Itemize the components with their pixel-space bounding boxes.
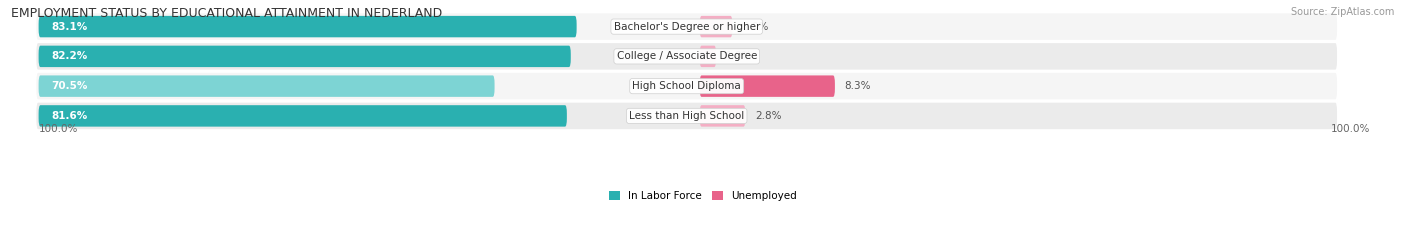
Text: 70.5%: 70.5% bbox=[52, 81, 89, 91]
Text: Bachelor's Degree or higher: Bachelor's Degree or higher bbox=[613, 22, 759, 32]
Text: Less than High School: Less than High School bbox=[628, 111, 744, 121]
FancyBboxPatch shape bbox=[700, 16, 733, 37]
Text: Source: ZipAtlas.com: Source: ZipAtlas.com bbox=[1291, 7, 1395, 17]
Text: College / Associate Degree: College / Associate Degree bbox=[616, 51, 756, 61]
FancyBboxPatch shape bbox=[700, 46, 716, 67]
Text: 82.2%: 82.2% bbox=[52, 51, 89, 61]
FancyBboxPatch shape bbox=[700, 105, 745, 127]
FancyBboxPatch shape bbox=[35, 72, 1339, 100]
Text: EMPLOYMENT STATUS BY EDUCATIONAL ATTAINMENT IN NEDERLAND: EMPLOYMENT STATUS BY EDUCATIONAL ATTAINM… bbox=[11, 7, 443, 20]
Legend: In Labor Force, Unemployed: In Labor Force, Unemployed bbox=[605, 187, 801, 205]
Text: 2.8%: 2.8% bbox=[755, 111, 782, 121]
Text: 1.0%: 1.0% bbox=[725, 51, 752, 61]
Text: 100.0%: 100.0% bbox=[1331, 124, 1371, 134]
FancyBboxPatch shape bbox=[35, 102, 1339, 130]
FancyBboxPatch shape bbox=[38, 16, 576, 37]
Text: 2.0%: 2.0% bbox=[742, 22, 769, 32]
Text: 100.0%: 100.0% bbox=[38, 124, 77, 134]
FancyBboxPatch shape bbox=[35, 12, 1339, 41]
FancyBboxPatch shape bbox=[38, 75, 495, 97]
Text: 83.1%: 83.1% bbox=[52, 22, 89, 32]
Text: 8.3%: 8.3% bbox=[845, 81, 872, 91]
FancyBboxPatch shape bbox=[700, 75, 835, 97]
FancyBboxPatch shape bbox=[35, 42, 1339, 71]
FancyBboxPatch shape bbox=[38, 46, 571, 67]
FancyBboxPatch shape bbox=[38, 105, 567, 127]
Text: High School Diploma: High School Diploma bbox=[633, 81, 741, 91]
Text: 81.6%: 81.6% bbox=[52, 111, 89, 121]
